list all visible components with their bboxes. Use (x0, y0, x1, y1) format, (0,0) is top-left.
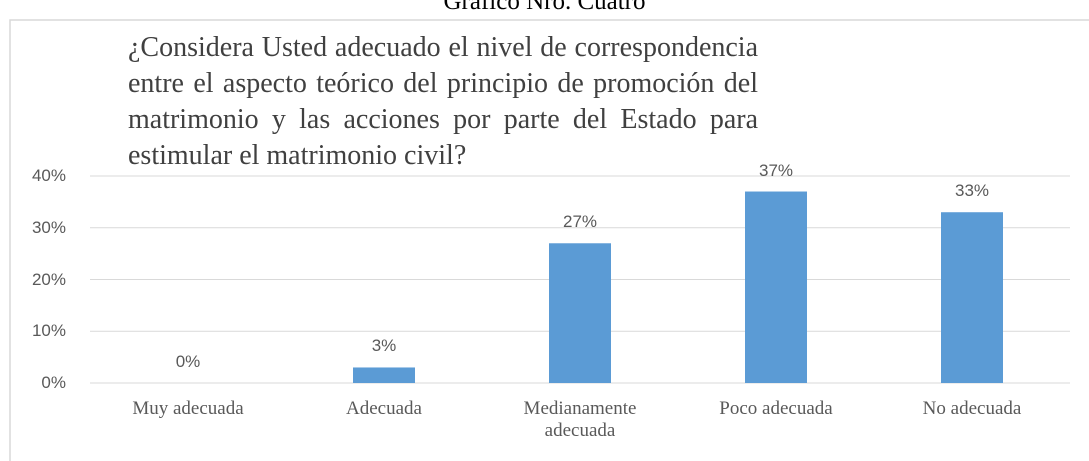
y-tick-label: 40% (31, 166, 66, 185)
category-label: Medianamente adecuada (523, 398, 637, 441)
header: Gráfico Nro. Cuatro (443, 0, 646, 15)
bar (941, 212, 1003, 383)
category-label: Muy adecuada (132, 398, 244, 419)
data-label: 0% (175, 352, 201, 371)
y-tick-label: 0% (41, 373, 66, 392)
chart-title: ¿Considera Usted adecuado el nivel de co… (128, 32, 758, 171)
y-tick-label: 20% (31, 269, 66, 289)
data-label: 27% (562, 212, 598, 232)
data-label: 37% (758, 160, 794, 180)
y-tick-label: 30% (31, 217, 66, 237)
category-label: Adecuada (346, 398, 422, 419)
chart-frame (9, 19, 1089, 461)
data-label: 3% (371, 336, 397, 356)
data-label: 33% (954, 181, 990, 201)
category-label: Poco adecuada (719, 398, 833, 419)
bar (745, 191, 807, 383)
bar (353, 367, 415, 383)
y-tick-label: 10% (31, 321, 66, 341)
category-label: No adecuada (922, 398, 1022, 419)
bar (549, 243, 611, 383)
